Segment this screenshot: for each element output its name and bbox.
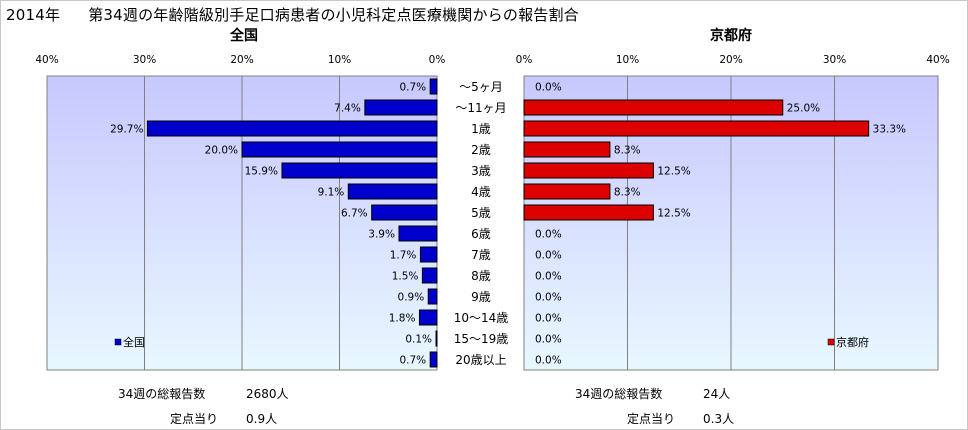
right-data-label: 0.0% <box>535 334 562 346</box>
left-per-site-value: 0.9人 <box>246 412 278 426</box>
left-data-label: 9.1% <box>318 187 345 199</box>
chart-title: 2014年 第34週の年齢階級別手足口病患者の小児科定点医療機関からの報告割合 <box>6 4 579 25</box>
left-bar <box>281 162 438 179</box>
category-label: 10～14歳 <box>454 311 509 325</box>
category-label: 9歳 <box>471 290 491 304</box>
category-label: 8歳 <box>471 269 491 283</box>
left-legend-label: 全国 <box>123 335 145 349</box>
left-data-label: 3.9% <box>368 229 395 241</box>
left-bar <box>241 141 438 158</box>
left-data-label: 1.8% <box>389 313 416 325</box>
right-panel-title: 京都府 <box>710 27 752 44</box>
right-data-label: 8.3% <box>614 187 641 199</box>
left-tick-label: 30% <box>133 54 156 66</box>
right-data-label: 33.3% <box>873 124 906 136</box>
right-tick-label: 40% <box>926 54 949 66</box>
left-tick-label: 40% <box>35 54 58 66</box>
right-legend-swatch <box>827 338 835 346</box>
left-data-label: 0.7% <box>399 82 426 94</box>
left-data-label: 0.7% <box>399 355 426 367</box>
right-data-label: 0.0% <box>535 313 562 325</box>
right-bar <box>523 141 611 158</box>
left-bar <box>419 246 438 263</box>
left-data-label: 29.7% <box>110 124 143 136</box>
left-panel-title: 全国 <box>229 27 258 44</box>
right-data-label: 0.0% <box>535 229 562 241</box>
right-reports-label: 34週の総報告数 <box>575 387 663 401</box>
left-bar <box>429 351 438 368</box>
category-label: 4歳 <box>471 185 491 199</box>
title-year: 2014年 <box>6 6 61 24</box>
category-label: 2歳 <box>471 143 491 157</box>
title-main: 第34週の年齢階級別手足口病患者の小児科定点医療機関からの報告割合 <box>88 6 579 24</box>
right-data-label: 0.0% <box>535 292 562 304</box>
right-data-label: 0.0% <box>535 250 562 262</box>
left-legend-swatch <box>114 338 122 346</box>
right-tick-label: 0% <box>516 54 533 66</box>
left-bar <box>371 204 438 221</box>
right-bar <box>523 162 654 179</box>
left-bar <box>146 120 438 137</box>
left-reports-label: 34週の総報告数 <box>118 387 206 401</box>
category-label: 20歳以上 <box>455 353 506 367</box>
right-data-label: 0.0% <box>535 82 562 94</box>
right-tick-label: 20% <box>719 54 742 66</box>
left-bar <box>435 330 438 347</box>
left-tick-label: 20% <box>230 54 253 66</box>
right-per-site-value: 0.3人 <box>703 412 735 426</box>
category-label: 3歳 <box>471 164 491 178</box>
left-data-label: 6.7% <box>341 208 368 220</box>
right-tick-label: 30% <box>823 54 846 66</box>
right-data-label: 8.3% <box>614 145 641 157</box>
left-data-label: 0.9% <box>398 292 425 304</box>
right-data-label: 0.0% <box>535 355 562 367</box>
left-data-label: 15.9% <box>245 166 278 178</box>
right-bar <box>523 99 784 116</box>
left-tick-label: 10% <box>328 54 351 66</box>
right-bar <box>523 120 870 137</box>
right-reports-value: 24人 <box>703 387 731 401</box>
category-label: ～11ヶ月 <box>455 101 506 115</box>
left-tick-label: 0% <box>429 54 446 66</box>
left-bar <box>364 99 438 116</box>
right-data-label: 12.5% <box>657 208 690 220</box>
right-per-site-label: 定点当り <box>627 412 676 426</box>
category-label: 5歳 <box>471 206 491 220</box>
left-data-label: 1.5% <box>392 271 419 283</box>
left-bar <box>421 267 438 284</box>
left-bar <box>347 183 438 200</box>
left-data-label: 1.7% <box>390 250 417 262</box>
right-bar <box>523 183 611 200</box>
category-label: 15～19歳 <box>454 332 509 346</box>
left-bar <box>398 225 438 242</box>
left-bar <box>427 288 438 305</box>
right-data-label: 0.0% <box>535 271 562 283</box>
category-label: 6歳 <box>471 227 491 241</box>
right-tick-label: 10% <box>616 54 639 66</box>
category-label: 1歳 <box>471 122 491 136</box>
left-data-label: 7.4% <box>334 103 361 115</box>
left-bar <box>418 309 438 326</box>
left-data-label: 20.0% <box>205 145 238 157</box>
right-data-label: 25.0% <box>787 103 820 115</box>
left-bar <box>429 78 438 95</box>
category-label: 7歳 <box>471 248 491 262</box>
left-per-site-label: 定点当り <box>170 412 219 426</box>
category-label: ～5ヶ月 <box>459 80 503 94</box>
left-data-label: 0.1% <box>405 334 432 346</box>
left-reports-value: 2680人 <box>246 387 289 401</box>
right-legend-label: 京都府 <box>836 335 869 349</box>
right-data-label: 12.5% <box>657 166 690 178</box>
right-bar <box>523 204 654 221</box>
